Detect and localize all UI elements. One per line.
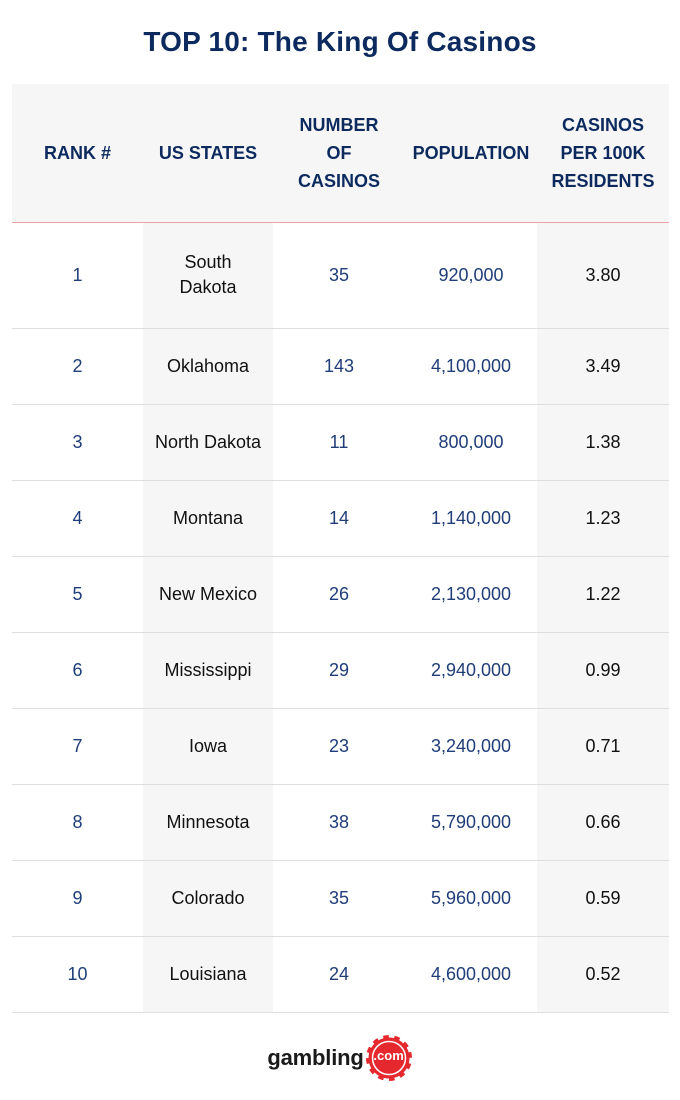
table-row: 4 Montana 14 1,140,000 1.23: [12, 480, 669, 556]
rank-cell: 6: [12, 632, 143, 708]
table-row: 6 Mississippi 29 2,940,000 0.99: [12, 632, 669, 708]
rank-cell: 1: [12, 222, 143, 328]
logo-chip-text: .com: [373, 1048, 404, 1063]
per100k-cell: 1.23: [537, 480, 669, 556]
rank-cell: 7: [12, 708, 143, 784]
table-row: 8 Minnesota 38 5,790,000 0.66: [12, 784, 669, 860]
casinos-cell: 11: [273, 404, 405, 480]
casinos-cell: 38: [273, 784, 405, 860]
header-number-of-casinos: NUMBER OF CASINOS: [297, 114, 380, 191]
casinos-cell: 26: [273, 556, 405, 632]
casinos-cell: 35: [273, 860, 405, 936]
population-cell: 1,140,000: [405, 480, 537, 556]
header-us-states: US STATES: [158, 142, 258, 163]
table-body: 1 South Dakota 35 920,000 3.80 2 Oklahom…: [12, 222, 669, 1012]
state-cell: Montana: [143, 480, 273, 556]
per100k-cell: 3.80: [537, 222, 669, 328]
table-row: 2 Oklahoma 143 4,100,000 3.49: [12, 328, 669, 404]
logo-wordmark: gambling: [267, 1045, 364, 1070]
state-cell: Minnesota: [143, 784, 273, 860]
population-cell: 2,940,000: [405, 632, 537, 708]
table-row: 7 Iowa 23 3,240,000 0.71: [12, 708, 669, 784]
table-row: 1 South Dakota 35 920,000 3.80: [12, 222, 669, 328]
state-cell: Oklahoma: [143, 328, 273, 404]
population-cell: 5,960,000: [405, 860, 537, 936]
rank-cell: 8: [12, 784, 143, 860]
casinos-cell: 35: [273, 222, 405, 328]
per100k-cell: 0.52: [537, 936, 669, 1012]
state-cell: Iowa: [143, 708, 273, 784]
state-cell: North Dakota: [143, 404, 273, 480]
rank-cell: 3: [12, 404, 143, 480]
table-row: 5 New Mexico 26 2,130,000 1.22: [12, 556, 669, 632]
per100k-cell: 0.99: [537, 632, 669, 708]
per100k-cell: 1.38: [537, 404, 669, 480]
state-name: South Dakota: [179, 252, 237, 297]
table-header: RANK # US STATES NUMBER OF CASINOS POPUL…: [12, 84, 669, 222]
rank-cell: 2: [12, 328, 143, 404]
per100k-cell: 3.49: [537, 328, 669, 404]
rank-cell: 10: [12, 936, 143, 1012]
state-cell: New Mexico: [143, 556, 273, 632]
per100k-cell: 0.71: [537, 708, 669, 784]
page-title: TOP 10: The King Of Casinos: [143, 26, 537, 57]
casinos-cell: 29: [273, 632, 405, 708]
population-cell: 800,000: [405, 404, 537, 480]
header-casinos-per-100k: CASINOS PER 100K RESIDENTS: [551, 114, 655, 191]
casinos-cell: 14: [273, 480, 405, 556]
casinos-cell: 23: [273, 708, 405, 784]
state-cell: Mississippi: [143, 632, 273, 708]
table-row: 10 Louisiana 24 4,600,000 0.52: [12, 936, 669, 1012]
gambling-com-logo: gambling .com: [0, 1034, 680, 1082]
casinos-table: RANK # US STATES NUMBER OF CASINOS POPUL…: [12, 84, 669, 1013]
population-cell: 920,000: [405, 222, 537, 328]
per100k-cell: 0.66: [537, 784, 669, 860]
per100k-cell: 0.59: [537, 860, 669, 936]
state-cell: South Dakota: [143, 222, 273, 328]
table-row: 3 North Dakota 11 800,000 1.38: [12, 404, 669, 480]
casinos-cell: 24: [273, 936, 405, 1012]
population-cell: 2,130,000: [405, 556, 537, 632]
header-population: POPULATION: [412, 142, 530, 163]
state-cell: Louisiana: [143, 936, 273, 1012]
state-cell: Colorado: [143, 860, 273, 936]
rank-cell: 5: [12, 556, 143, 632]
rank-cell: 4: [12, 480, 143, 556]
population-cell: 4,100,000: [405, 328, 537, 404]
population-cell: 4,600,000: [405, 936, 537, 1012]
casinos-cell: 143: [273, 328, 405, 404]
header-row: RANK # US STATES NUMBER OF CASINOS POPUL…: [12, 84, 669, 222]
population-cell: 5,790,000: [405, 784, 537, 860]
population-cell: 3,240,000: [405, 708, 537, 784]
header-rank: RANK #: [43, 142, 111, 163]
rank-cell: 9: [12, 860, 143, 936]
casinos-table-container: RANK # US STATES NUMBER OF CASINOS POPUL…: [12, 84, 669, 1013]
table-row: 9 Colorado 35 5,960,000 0.59: [12, 860, 669, 936]
casino-chip-icon: .com: [364, 1034, 413, 1082]
per100k-cell: 1.22: [537, 556, 669, 632]
